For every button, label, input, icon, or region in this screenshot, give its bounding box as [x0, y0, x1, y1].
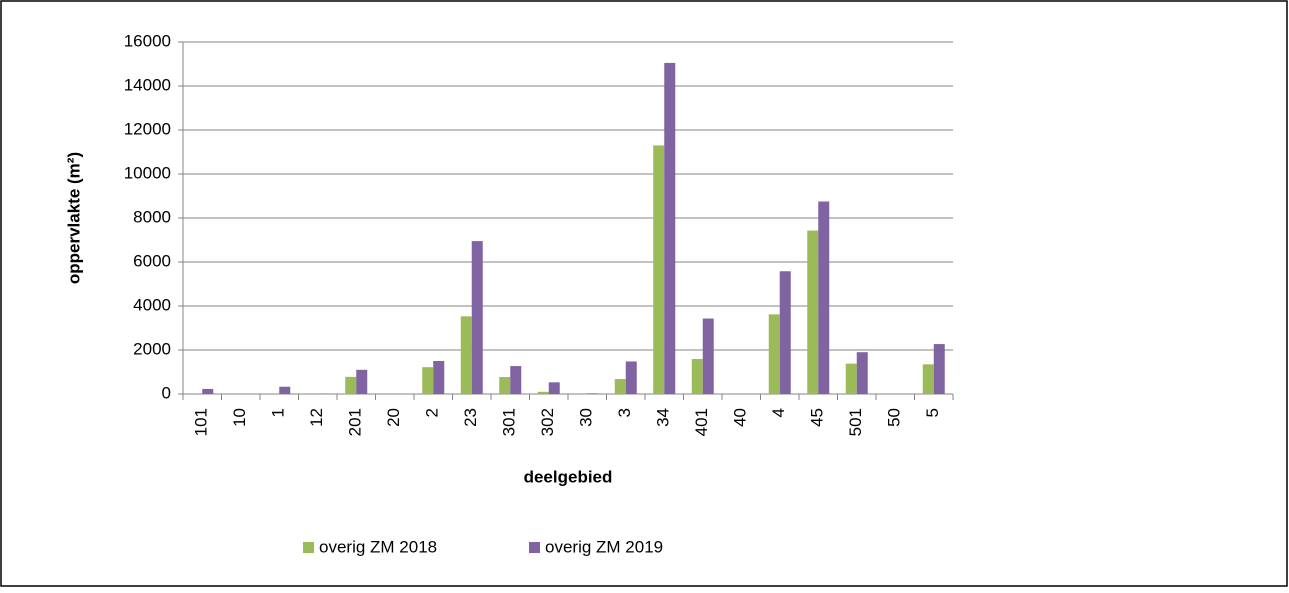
legend-swatch — [529, 542, 540, 553]
bar — [549, 382, 560, 394]
x-tick-label: 12 — [307, 408, 326, 427]
bar — [626, 361, 637, 394]
bar — [461, 316, 472, 394]
y-tick-label: 4000 — [133, 295, 171, 314]
bar — [422, 367, 433, 394]
y-axis-title: oppervlakte (m²) — [64, 152, 83, 284]
x-axis-title: deelgebied — [524, 467, 613, 486]
bar — [653, 145, 664, 394]
bar — [769, 314, 780, 394]
x-tick-label: 45 — [808, 408, 827, 427]
bar — [433, 361, 444, 394]
x-tick-label: 3 — [615, 408, 634, 417]
legend-swatch — [303, 542, 314, 553]
bar — [202, 389, 213, 394]
x-tick-label: 302 — [538, 408, 557, 436]
bar — [923, 364, 934, 394]
x-tick-label: 101 — [192, 408, 211, 436]
x-tick-label: 4 — [769, 408, 788, 417]
y-tick-label: 6000 — [133, 251, 171, 270]
y-tick-label: 14000 — [124, 75, 171, 94]
x-tick-label: 20 — [384, 408, 403, 427]
y-tick-label: 10000 — [124, 163, 171, 182]
bar — [857, 352, 868, 394]
bar — [818, 202, 829, 395]
bar — [345, 377, 356, 394]
x-tick-label: 301 — [500, 408, 519, 436]
bar — [846, 364, 857, 394]
bar — [587, 393, 598, 394]
y-tick-label: 8000 — [133, 207, 171, 226]
bar — [510, 366, 521, 394]
y-tick-label: 0 — [162, 383, 171, 402]
x-tick-label: 201 — [346, 408, 365, 436]
legend-label: overig ZM 2019 — [545, 537, 663, 556]
x-tick-label: 40 — [731, 408, 750, 427]
bar — [692, 359, 703, 394]
bar — [664, 63, 675, 394]
bar — [703, 319, 714, 394]
bar — [472, 241, 483, 394]
x-tick-label: 1 — [269, 408, 288, 417]
bar — [807, 231, 818, 394]
bar — [279, 387, 290, 394]
x-tick-label: 10 — [230, 408, 249, 427]
bar — [356, 370, 367, 394]
x-tick-label: 23 — [461, 408, 480, 427]
x-tick-label: 501 — [846, 408, 865, 436]
x-tick-label: 5 — [923, 408, 942, 417]
legend-label: overig ZM 2018 — [319, 537, 437, 556]
bar — [780, 271, 791, 394]
x-tick-label: 401 — [692, 408, 711, 436]
y-tick-label: 12000 — [124, 119, 171, 138]
x-tick-label: 50 — [885, 408, 904, 427]
bar — [268, 393, 279, 394]
y-tick-label: 16000 — [124, 31, 171, 50]
x-tick-label: 2 — [423, 408, 442, 417]
bar — [934, 344, 945, 394]
y-tick-label: 2000 — [133, 339, 171, 358]
bar — [499, 377, 510, 394]
x-tick-label: 30 — [577, 408, 596, 427]
x-tick-label: 34 — [654, 408, 673, 427]
bar — [538, 392, 549, 394]
bar — [615, 379, 626, 394]
